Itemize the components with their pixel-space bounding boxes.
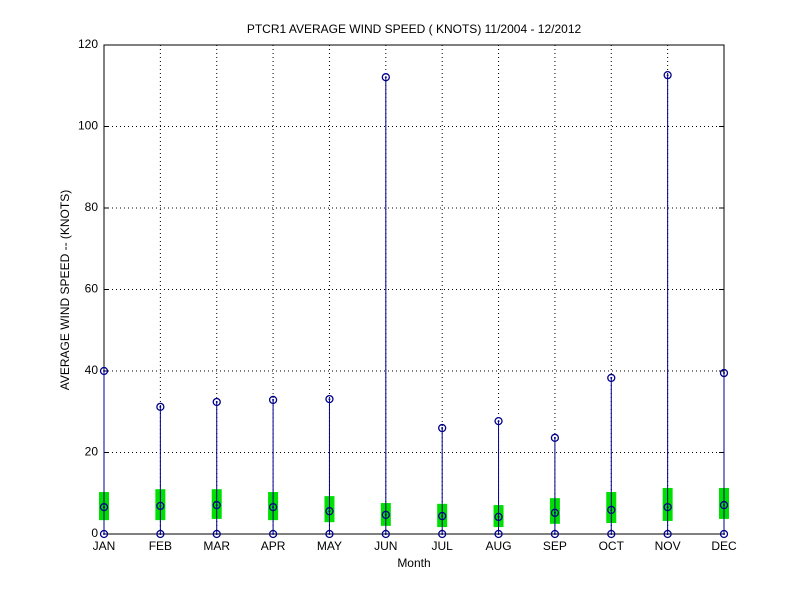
y-tick-label: 60 — [85, 282, 99, 296]
marker-dot — [666, 506, 669, 509]
x-tick-label: JUN — [374, 539, 397, 553]
chart-title: PTCR1 AVERAGE WIND SPEED ( KNOTS) 11/200… — [247, 22, 582, 36]
marker — [156, 402, 165, 412]
y-axis-label: AVERAGE WIND SPEED -- (KNOTS) — [58, 190, 72, 390]
marker — [438, 423, 447, 433]
marker — [212, 397, 221, 407]
marker-dot — [384, 76, 387, 79]
x-tick-label: JAN — [93, 539, 116, 553]
marker-dot — [666, 533, 669, 535]
y-tick-label: 80 — [85, 200, 99, 214]
marker-dot — [610, 376, 613, 379]
marker-dot — [553, 511, 556, 514]
y-tick-label: 120 — [78, 37, 98, 51]
marker — [381, 73, 390, 82]
x-tick-label: FEB — [149, 539, 172, 553]
marker — [550, 433, 560, 442]
marker-dot — [441, 533, 444, 535]
marker — [607, 373, 616, 383]
y-tick-label: 0 — [91, 526, 98, 540]
marker — [663, 71, 672, 80]
marker — [719, 529, 729, 539]
marker-dot — [723, 372, 725, 375]
marker-dot — [272, 506, 275, 509]
marker-dot — [215, 504, 218, 507]
marker-dot — [497, 515, 500, 518]
marker — [99, 502, 109, 512]
marker-dot — [666, 74, 669, 77]
x-tick-label: SEP — [543, 539, 567, 553]
marker-dot — [553, 436, 556, 439]
x-tick-label: MAY — [317, 539, 342, 553]
x-tick-label: NOV — [655, 539, 681, 553]
marker-dot — [441, 427, 444, 430]
marker — [268, 395, 278, 405]
marker-dot — [723, 533, 725, 535]
marker — [381, 510, 390, 519]
marker-dot — [159, 504, 162, 507]
marker — [663, 529, 672, 539]
marker — [325, 394, 334, 404]
marker — [325, 529, 334, 539]
marker — [268, 529, 278, 539]
x-tick-label: JUL — [432, 539, 454, 553]
y-tick-label: 20 — [85, 445, 99, 459]
marker — [494, 529, 503, 539]
marker — [156, 501, 165, 511]
x-tick-label: APR — [261, 539, 286, 553]
marker — [438, 529, 447, 539]
marker — [607, 505, 616, 515]
marker — [325, 507, 334, 516]
marker-dot — [159, 533, 162, 535]
marker — [381, 529, 390, 539]
marker-dot — [553, 533, 556, 535]
marker — [268, 502, 278, 512]
marker-dot — [272, 533, 275, 535]
x-axis-label: Month — [397, 556, 430, 570]
marker-dot — [328, 533, 331, 535]
marker-dot — [441, 515, 444, 518]
marker — [99, 529, 109, 539]
marker — [719, 368, 729, 378]
marker-dot — [215, 533, 218, 535]
x-tick-label: AUG — [486, 539, 512, 553]
marker — [438, 511, 447, 521]
x-tick-label: MAR — [203, 539, 230, 553]
marker-dot — [610, 533, 613, 535]
marker-dot — [159, 405, 162, 408]
marker — [663, 502, 672, 512]
marker — [550, 508, 560, 517]
marker-dot — [103, 370, 105, 372]
marker — [212, 529, 221, 539]
y-tick-label: 100 — [78, 119, 98, 133]
marker — [550, 529, 560, 539]
marker-dot — [272, 398, 275, 401]
marker — [212, 500, 221, 510]
marker-dot — [328, 398, 331, 401]
marker-dot — [497, 420, 500, 423]
marker-dot — [384, 533, 387, 535]
marker — [607, 529, 616, 539]
marker-dot — [103, 533, 105, 535]
marker-dot — [610, 508, 613, 511]
marker — [99, 366, 109, 376]
marker-dot — [723, 504, 725, 507]
x-tick-label: OCT — [599, 539, 625, 553]
marker — [494, 416, 503, 426]
marker-dot — [328, 510, 331, 513]
x-tick-label: DEC — [711, 539, 737, 553]
axes-box — [103, 44, 725, 535]
marker-dot — [103, 506, 105, 509]
marker — [719, 500, 729, 510]
marker — [156, 529, 165, 539]
marker-dot — [497, 533, 500, 535]
y-tick-label: 40 — [85, 363, 99, 377]
marker — [494, 512, 503, 522]
marker-dot — [384, 513, 387, 516]
marker-dot — [215, 400, 218, 403]
